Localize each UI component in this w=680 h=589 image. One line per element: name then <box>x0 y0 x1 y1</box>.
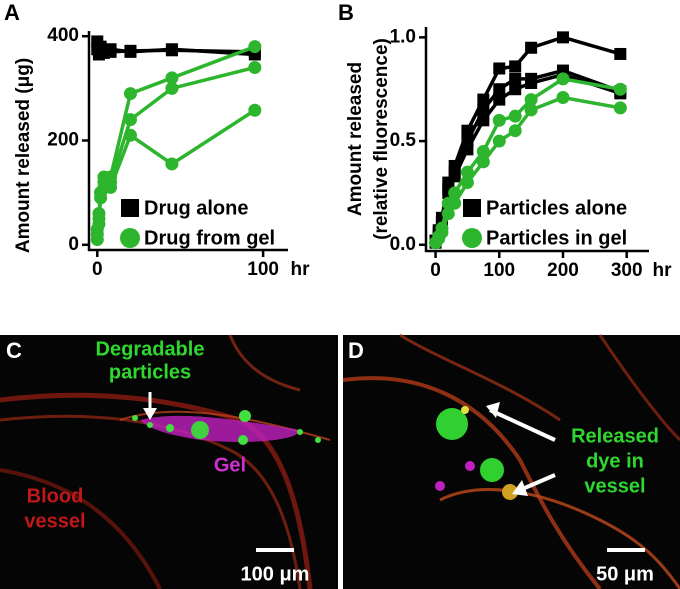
annotation: vessel <box>24 510 85 532</box>
point <box>460 176 474 190</box>
scale-bar-label: 100 μm <box>241 563 310 585</box>
annotation: Released <box>571 425 659 447</box>
point <box>165 157 179 171</box>
point <box>492 113 506 127</box>
point <box>477 103 490 116</box>
legend-swatch <box>121 199 139 217</box>
point <box>435 225 449 239</box>
x-tick-label: 200 <box>547 260 579 281</box>
x-tick-label: 300 <box>611 260 643 281</box>
legend-label: Particles alone <box>486 197 627 219</box>
annotation: vessel <box>584 475 645 497</box>
point <box>508 109 522 123</box>
point <box>556 72 570 86</box>
annotation: particles <box>109 361 191 383</box>
x-axis-label: hr <box>291 259 311 280</box>
y-tick-label: 1.0 <box>390 26 416 47</box>
point <box>460 165 474 179</box>
point <box>477 114 490 127</box>
point <box>123 87 137 101</box>
annotation: Gel <box>214 454 246 476</box>
x-tick-label: 0 <box>430 260 441 281</box>
x-tick-label: 100 <box>247 259 279 280</box>
y-tick-label: 0 <box>68 234 79 255</box>
panel-letter: A <box>4 0 20 25</box>
legend-label: Drug from gel <box>144 227 275 249</box>
y-axis-label: Amount released (μg) <box>13 58 34 253</box>
legend-label: Drug alone <box>144 197 248 219</box>
point <box>476 144 490 158</box>
point <box>461 143 474 156</box>
panel-letter: B <box>338 0 354 25</box>
scale-bar-label: 50 μm <box>596 563 654 585</box>
point <box>92 217 106 231</box>
x-axis-label: hr <box>653 260 673 281</box>
annotation: dye in <box>586 450 644 472</box>
point <box>448 170 461 183</box>
panel-letter: C <box>6 338 22 363</box>
point <box>448 196 462 210</box>
point <box>248 61 262 74</box>
point <box>508 124 522 138</box>
micrograph-d: D Released dye in vessel 50 μm <box>342 333 680 589</box>
point <box>556 31 569 44</box>
y-tick-label: 400 <box>47 25 79 46</box>
point <box>556 91 570 105</box>
point <box>476 155 490 169</box>
point <box>525 77 538 89</box>
point <box>613 82 627 96</box>
annotation: Blood <box>27 485 84 507</box>
legend-swatch <box>120 228 140 248</box>
point <box>493 62 506 75</box>
y-tick-label: 0.0 <box>390 234 416 255</box>
point <box>614 47 627 60</box>
micrograph-c: C Degradable particles Gel Blood vessel … <box>0 334 338 589</box>
point <box>165 71 179 85</box>
point <box>524 103 538 117</box>
legend-label: Particles in gel <box>486 227 627 249</box>
point <box>104 45 117 58</box>
point <box>123 128 137 142</box>
legend-swatch <box>463 199 481 217</box>
point <box>477 93 490 106</box>
point <box>509 72 522 85</box>
point <box>165 81 179 95</box>
x-tick-label: 100 <box>483 260 515 281</box>
y-tick-label: 200 <box>47 130 79 151</box>
point <box>524 93 538 107</box>
point <box>94 186 108 200</box>
point <box>104 180 118 194</box>
point <box>441 207 455 221</box>
y-axis-label: (relative fluorescence) <box>371 38 392 240</box>
point <box>509 83 522 96</box>
point <box>124 44 137 57</box>
point <box>123 113 137 127</box>
y-axis-label: Amount released <box>345 62 366 216</box>
point <box>493 93 506 106</box>
annotation: Degradable <box>96 338 205 360</box>
point <box>97 170 111 184</box>
point <box>509 60 522 73</box>
point <box>613 101 627 115</box>
point <box>493 83 506 96</box>
point <box>492 134 506 148</box>
legend-swatch <box>462 228 482 248</box>
point <box>248 103 262 117</box>
point <box>248 40 262 54</box>
point <box>525 41 538 54</box>
panel-letter: D <box>348 338 364 363</box>
point <box>165 44 178 57</box>
chart: A Amount released (μg) 0 200 400 0 100 hr Drug a… <box>4 0 310 280</box>
y-tick-label: 0.5 <box>390 130 417 151</box>
x-tick-label: 0 <box>92 259 103 280</box>
